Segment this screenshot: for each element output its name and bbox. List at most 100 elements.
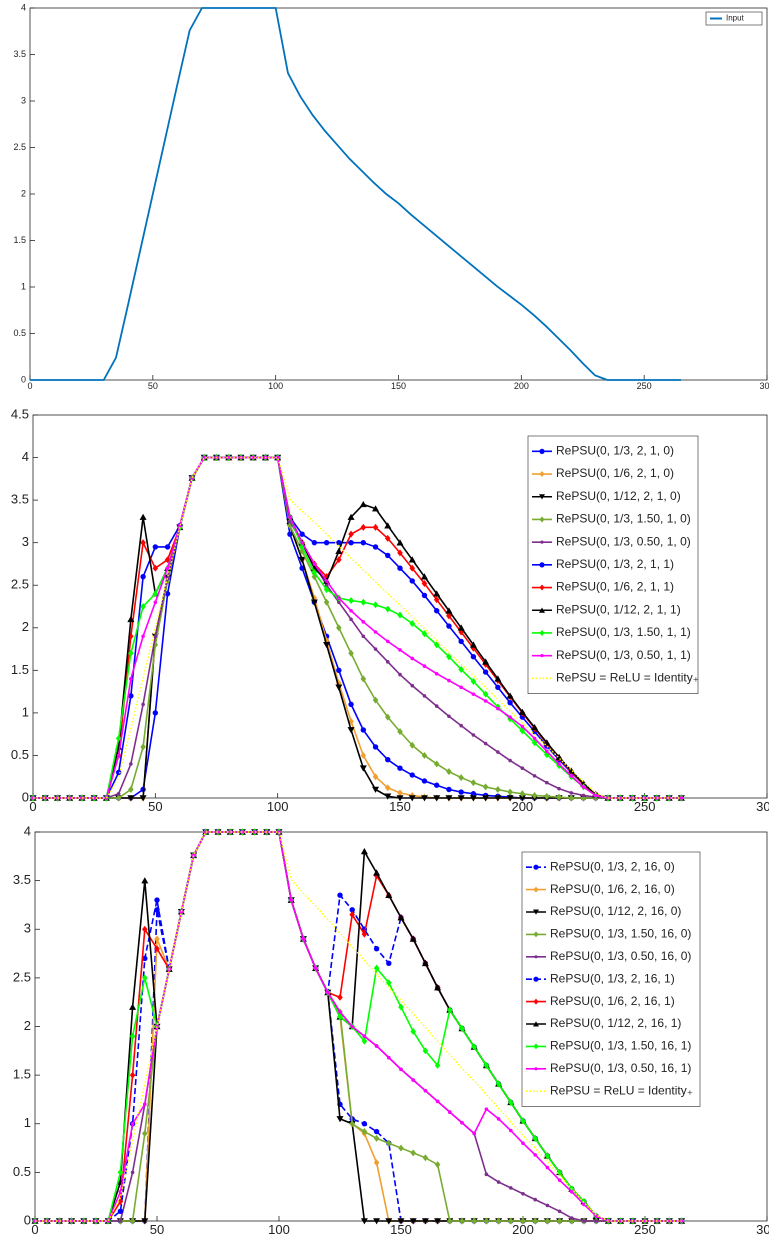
x-tick-label: 200 [512, 1222, 534, 1237]
marker [140, 539, 146, 547]
x-tick-label: 250 [637, 381, 652, 391]
marker [423, 1088, 428, 1093]
marker [459, 1217, 465, 1225]
marker [458, 789, 464, 795]
legend-marker-shape [539, 607, 545, 613]
legend-box [705, 11, 763, 26]
marker [361, 1121, 368, 1127]
marker [408, 556, 416, 563]
marker [446, 612, 452, 620]
x-tick-label: 100 [268, 381, 283, 391]
series [33, 456, 682, 799]
y-tick-label: 3 [21, 95, 26, 105]
marker [506, 692, 514, 699]
marker [350, 1024, 355, 1029]
marker [325, 990, 330, 995]
y-tick-label: 2.5 [13, 142, 26, 152]
marker [518, 708, 526, 715]
y-tick-label: 2 [22, 619, 29, 634]
marker [557, 762, 561, 766]
marker [409, 564, 416, 572]
legend-label: RePSU = ReLU = Identity₊ [550, 1083, 693, 1097]
marker [545, 1165, 550, 1170]
marker [164, 544, 171, 550]
legend-marker-shape [539, 494, 545, 500]
marker [470, 779, 477, 787]
marker [361, 634, 366, 639]
legend-label: RePSU(0, 1/6, 2, 1, 1) [556, 580, 674, 594]
marker [129, 1217, 136, 1225]
marker [349, 1120, 355, 1128]
legend-marker-shape [539, 516, 545, 523]
series [33, 456, 682, 799]
marker [348, 701, 354, 708]
marker [165, 566, 170, 571]
marker [470, 654, 477, 660]
marker [324, 579, 329, 583]
marker [397, 789, 403, 797]
marker [496, 1117, 501, 1121]
marker [421, 778, 428, 784]
marker [459, 685, 463, 690]
x-tick-label: 150 [390, 1222, 412, 1237]
marker [300, 540, 304, 545]
marker [434, 608, 440, 614]
marker [361, 620, 366, 624]
marker [446, 768, 452, 776]
marker [532, 1134, 538, 1142]
marker [128, 649, 134, 657]
series-line [33, 456, 682, 799]
marker [336, 624, 342, 632]
legend-label: RePSU(0, 1/3, 2, 16, 0) [550, 859, 675, 873]
marker [409, 772, 415, 778]
marker [385, 552, 391, 559]
marker [140, 574, 146, 580]
marker [471, 1043, 477, 1051]
marker [469, 795, 477, 802]
marker [447, 1006, 453, 1014]
marker [435, 1099, 440, 1104]
marker [349, 617, 353, 622]
legend-marker-shape [539, 471, 545, 478]
legend-label: RePSU(0, 1/3, 1.50, 16, 0) [550, 927, 691, 941]
marker [386, 1055, 391, 1060]
marker [410, 1149, 416, 1157]
marker [384, 793, 392, 800]
marker [385, 891, 393, 899]
y-tick-label: 0 [22, 789, 29, 804]
marker [482, 795, 490, 802]
legend-marker-shape [539, 562, 545, 568]
marker [445, 607, 453, 614]
legend-marker [539, 448, 545, 454]
marker [384, 605, 391, 613]
marker [154, 897, 160, 903]
marker [127, 615, 135, 623]
marker [360, 598, 367, 606]
marker [544, 1152, 551, 1160]
marker [495, 1080, 502, 1088]
marker [421, 630, 428, 638]
marker [372, 601, 379, 609]
marker [360, 848, 368, 855]
marker [533, 1153, 538, 1157]
marker [545, 1203, 550, 1208]
series-line [30, 7, 682, 381]
marker [521, 1141, 525, 1145]
marker [531, 791, 538, 799]
marker [335, 547, 343, 554]
marker [398, 1144, 404, 1152]
marker [361, 1037, 368, 1045]
series [35, 831, 682, 1222]
marker [421, 751, 428, 759]
x-tick-label: 100 [268, 1222, 290, 1237]
marker [434, 671, 439, 676]
marker [434, 1218, 442, 1225]
marker [533, 1197, 538, 1202]
marker [557, 1178, 562, 1182]
x-tick-label: 100 [267, 799, 289, 814]
marker [373, 1159, 380, 1167]
marker [469, 641, 477, 648]
marker [372, 773, 379, 781]
legend-marker-shape [540, 654, 544, 658]
marker [336, 1116, 344, 1123]
